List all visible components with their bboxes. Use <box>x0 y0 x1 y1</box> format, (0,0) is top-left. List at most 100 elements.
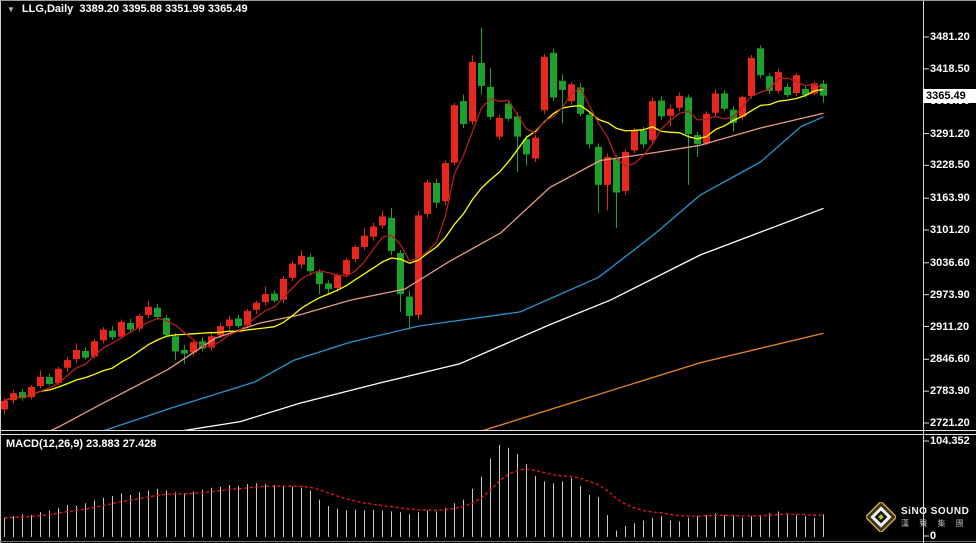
candle-body <box>217 326 224 336</box>
candle-body <box>478 63 485 86</box>
candle-body <box>487 86 494 117</box>
candle-body <box>694 135 701 145</box>
candle-body <box>190 342 197 353</box>
candle-body <box>172 336 179 352</box>
candle-body <box>811 83 818 94</box>
candle-body <box>271 293 278 301</box>
ma-orange <box>482 332 824 430</box>
candle-body <box>658 100 665 117</box>
current-price-badge: 3365.49 <box>923 89 976 103</box>
candle-body <box>622 151 629 191</box>
macd-indicator-label: MACD(12,26,9) 23.883 27.428 <box>6 438 157 450</box>
candle-body <box>91 341 98 357</box>
candle-body <box>784 86 791 95</box>
candle-body <box>55 368 62 383</box>
candle-body <box>793 75 800 93</box>
price-axis-label: 3036.60 <box>930 257 970 269</box>
candle-body <box>550 52 557 98</box>
ma-blue <box>103 116 824 430</box>
candle-body <box>244 310 251 326</box>
candle-body <box>775 72 782 91</box>
candle-body <box>451 105 458 163</box>
candle-body <box>154 307 161 317</box>
candle-body <box>343 260 350 275</box>
candles-layer <box>1 27 827 415</box>
candle-body <box>370 226 377 237</box>
candle-body <box>100 329 107 341</box>
candle-body <box>235 318 242 327</box>
candle-body <box>226 319 233 327</box>
candle-body <box>667 108 674 116</box>
price-axis-label: 3228.50 <box>930 159 970 171</box>
candle-body <box>46 376 53 384</box>
price-axis-label: 2783.90 <box>930 385 970 397</box>
candle-body <box>127 323 134 330</box>
candle-body <box>595 146 602 185</box>
candle-body <box>676 96 683 108</box>
candle-body <box>163 318 170 335</box>
price-axis-label: 2846.60 <box>930 353 970 365</box>
candle-body <box>82 351 89 358</box>
candle-body <box>712 93 719 113</box>
price-axis-label: 2973.90 <box>930 289 970 301</box>
ma-salmon <box>50 112 824 430</box>
candle-body <box>388 217 395 251</box>
candle-body <box>469 62 476 122</box>
candle-body <box>316 272 323 284</box>
price-axis-label: 3163.90 <box>930 192 970 204</box>
candle-body <box>685 97 692 135</box>
candle-body <box>433 182 440 203</box>
candle-body <box>334 275 341 288</box>
candle-body <box>325 283 332 289</box>
candle-body <box>64 360 71 368</box>
price-axis-label: 3418.50 <box>930 63 970 75</box>
ma-red <box>4 77 824 402</box>
candle-body <box>586 114 593 145</box>
sino-sound-logo: SiNO SOUND 漢 聲 集 團 <box>866 502 969 532</box>
macd-axis-label: 0 <box>930 530 937 542</box>
candle-body <box>721 93 728 109</box>
candle-body <box>208 336 215 348</box>
candle-body <box>298 256 305 265</box>
candle-body <box>28 387 35 398</box>
candle-body <box>379 216 386 226</box>
sino-sound-diamond-icon <box>866 502 896 532</box>
symbol-ohlc-text: LLG,Daily 3389.20 3395.88 3351.99 3365.4… <box>21 3 248 15</box>
candle-body <box>442 163 449 202</box>
candle-body <box>19 392 26 399</box>
candle-body <box>766 76 773 91</box>
macd-histogram-layer <box>4 445 824 537</box>
candle-body <box>136 315 143 329</box>
candle-body <box>631 130 638 151</box>
candle-body <box>424 182 431 214</box>
candle-body <box>577 87 584 114</box>
candle-body <box>253 302 260 310</box>
price-axis-label: 3101.20 <box>930 224 970 236</box>
logo-brand-text-cn: 漢 聲 集 團 <box>901 518 968 528</box>
price-axis-label: 3481.20 <box>930 31 970 43</box>
candle-body <box>748 57 755 96</box>
price-axis-label: 2721.20 <box>930 417 970 429</box>
candle-body <box>352 246 359 260</box>
candle-body <box>649 101 656 141</box>
candle-body <box>460 101 467 124</box>
candle-body <box>757 48 764 76</box>
candle-body <box>37 376 44 386</box>
ma-yellow <box>4 88 824 402</box>
candle-body <box>703 113 710 144</box>
macd-axis-label: 104.352 <box>930 435 970 447</box>
candle-body <box>361 235 368 247</box>
logo-brand-text: SiNO SOUND <box>901 505 970 517</box>
candle-body <box>532 137 539 159</box>
candle-body <box>802 88 809 95</box>
candle-body <box>109 330 116 338</box>
candle-body <box>406 296 413 316</box>
candle-body <box>523 139 530 155</box>
candle-body <box>415 215 422 315</box>
candle-body <box>514 116 521 137</box>
candle-body <box>199 341 206 349</box>
collapse-icon[interactable]: ▼ <box>7 4 15 14</box>
candle-body <box>604 157 611 185</box>
